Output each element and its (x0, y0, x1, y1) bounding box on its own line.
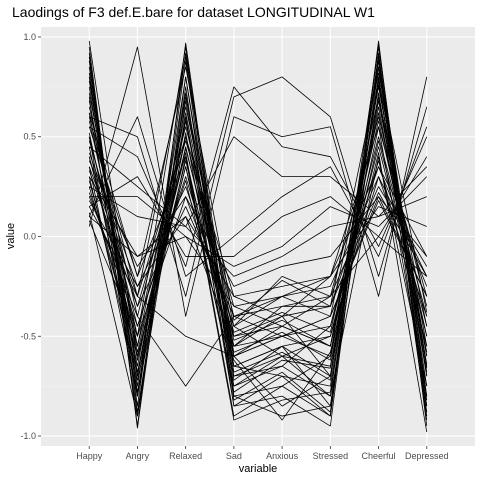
series-line-45 (88, 196, 428, 357)
series-line-39 (89, 76, 428, 297)
series-line-49 (88, 84, 428, 397)
series-line-38 (88, 100, 428, 353)
x-tick-label-stressed: Stressed (313, 451, 349, 461)
series-line-42 (88, 76, 428, 421)
y-tick-label: 1.0 (23, 32, 36, 42)
series-line-32 (88, 176, 428, 357)
x-tick-label-depressed: Depressed (405, 451, 449, 461)
series-line-18 (88, 152, 428, 327)
series-line-34 (88, 52, 428, 429)
series-line-37 (88, 80, 428, 373)
series-line-28 (88, 192, 428, 347)
y-tick-label: 0.5 (23, 132, 36, 142)
y-tick-label: 0.0 (23, 232, 36, 242)
series-line-50 (88, 216, 428, 327)
series-line-43 (88, 152, 428, 433)
x-axis-ticks: Happy Angry Relaxed Sad Anxious Stressed Cheer… (76, 446, 449, 461)
series-line-21 (88, 92, 428, 417)
y-tick-label: -1.0 (20, 431, 36, 441)
x-tick-label-anxious: Anxious (266, 451, 299, 461)
y-axis-ticks: -1.0 -0.5 0.0 0.5 1.0 (20, 32, 41, 441)
x-tick-label-angry: Angry (126, 451, 150, 461)
x-axis-label: variable (239, 463, 278, 475)
chart-title: Laodings of F3 def.E.bare for dataset LO… (12, 4, 375, 20)
series-line-40 (89, 86, 428, 267)
series-line-25 (89, 186, 427, 277)
series-line-30 (88, 66, 428, 417)
series-line-33 (88, 46, 428, 317)
series-line-27 (89, 176, 428, 267)
x-tick-label-relaxed: Relaxed (169, 451, 202, 461)
x-tick-label-happy: Happy (76, 451, 103, 461)
y-tick-label: -0.5 (20, 331, 36, 341)
series-line-46 (88, 44, 428, 413)
x-tick-label-sad: Sad (226, 451, 242, 461)
y-axis-label: value (5, 223, 17, 249)
x-tick-label-cheerful: Cheerful (362, 451, 396, 461)
series-lines (88, 40, 428, 433)
series-line-31 (88, 116, 428, 277)
series-line-48 (88, 66, 428, 321)
series-line-41 (88, 136, 428, 227)
series-line-29 (89, 156, 428, 257)
series-line-44 (88, 166, 428, 387)
